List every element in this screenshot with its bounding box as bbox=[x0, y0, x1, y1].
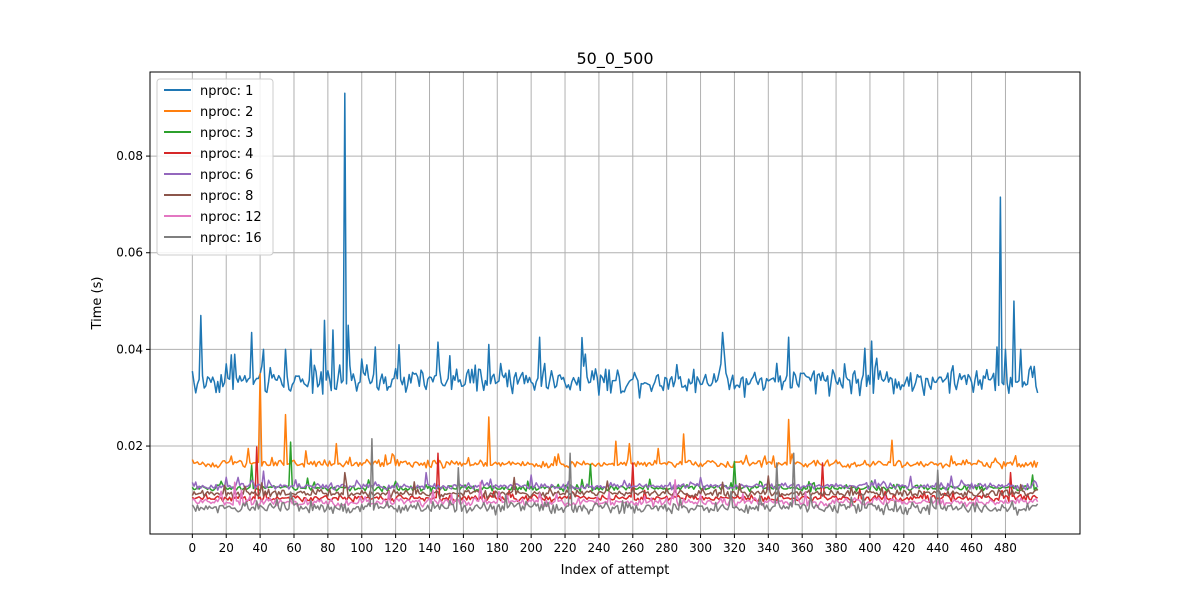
legend-box bbox=[156, 78, 274, 256]
x-tick-label: 160 bbox=[452, 541, 475, 555]
series-line-7 bbox=[191, 479, 1039, 509]
legend-label: nproc: 3 bbox=[200, 126, 253, 141]
y-axis-label: Time (s) bbox=[90, 277, 105, 331]
series-line-5 bbox=[191, 470, 1039, 491]
y-tick-label: 0.08 bbox=[116, 149, 143, 163]
x-tick-label: 120 bbox=[384, 541, 407, 555]
plot-frame bbox=[149, 71, 1081, 535]
x-tick-label: 460 bbox=[960, 541, 983, 555]
legend-label: nproc: 8 bbox=[200, 189, 253, 204]
x-tick-label: 200 bbox=[520, 541, 543, 555]
x-tick-label: 80 bbox=[320, 541, 335, 555]
x-tick-label: 40 bbox=[252, 541, 267, 555]
series-line-2 bbox=[191, 372, 1039, 470]
x-axis: 0 20 40 60 80 100 120 140 160 180 200 220 240 260 280 3… bbox=[189, 534, 1017, 555]
y-tick-label: 0.04 bbox=[116, 342, 143, 356]
series-line-1 bbox=[191, 92, 1039, 399]
x-tick-label: 440 bbox=[926, 541, 949, 555]
x-tick-label: 140 bbox=[418, 541, 441, 555]
legend-label: nproc: 4 bbox=[200, 147, 253, 162]
x-tick-label: 260 bbox=[621, 541, 644, 555]
x-tick-label: 380 bbox=[825, 541, 848, 555]
series-line-6 bbox=[191, 471, 1038, 500]
legend: nproc: 1 nproc: 2 nproc: 3 nproc: 4 nproc: 6… bbox=[156, 78, 274, 256]
x-tick-label: 480 bbox=[994, 541, 1017, 555]
y-axis: 0.02 0.04 0.06 0.08 bbox=[116, 149, 150, 453]
x-tick-label: 180 bbox=[486, 541, 509, 555]
series-lines bbox=[191, 92, 1039, 516]
legend-label: nproc: 2 bbox=[200, 105, 253, 120]
x-tick-label: 100 bbox=[350, 541, 373, 555]
x-tick-label: 420 bbox=[892, 541, 915, 555]
x-tick-label: 220 bbox=[554, 541, 577, 555]
x-tick-label: 280 bbox=[655, 541, 678, 555]
x-tick-label: 360 bbox=[791, 541, 814, 555]
series-line-8 bbox=[191, 438, 1039, 516]
y-tick-label: 0.06 bbox=[116, 246, 143, 260]
x-tick-label: 60 bbox=[286, 541, 301, 555]
x-tick-label: 20 bbox=[219, 541, 234, 555]
x-tick-label: 320 bbox=[723, 541, 746, 555]
x-tick-label: 400 bbox=[858, 541, 881, 555]
x-tick-label: 240 bbox=[587, 541, 610, 555]
x-tick-label: 340 bbox=[757, 541, 780, 555]
legend-label: nproc: 16 bbox=[200, 231, 262, 246]
legend-label: nproc: 12 bbox=[200, 210, 262, 225]
x-tick-label: 0 bbox=[189, 541, 197, 555]
x-tick-label: 300 bbox=[689, 541, 712, 555]
chart-title: 50_0_500 bbox=[576, 49, 653, 69]
legend-label: nproc: 6 bbox=[200, 168, 253, 183]
y-tick-label: 0.02 bbox=[116, 439, 143, 453]
legend-label: nproc: 1 bbox=[200, 84, 253, 99]
x-axis-label: Index of attempt bbox=[561, 563, 670, 578]
